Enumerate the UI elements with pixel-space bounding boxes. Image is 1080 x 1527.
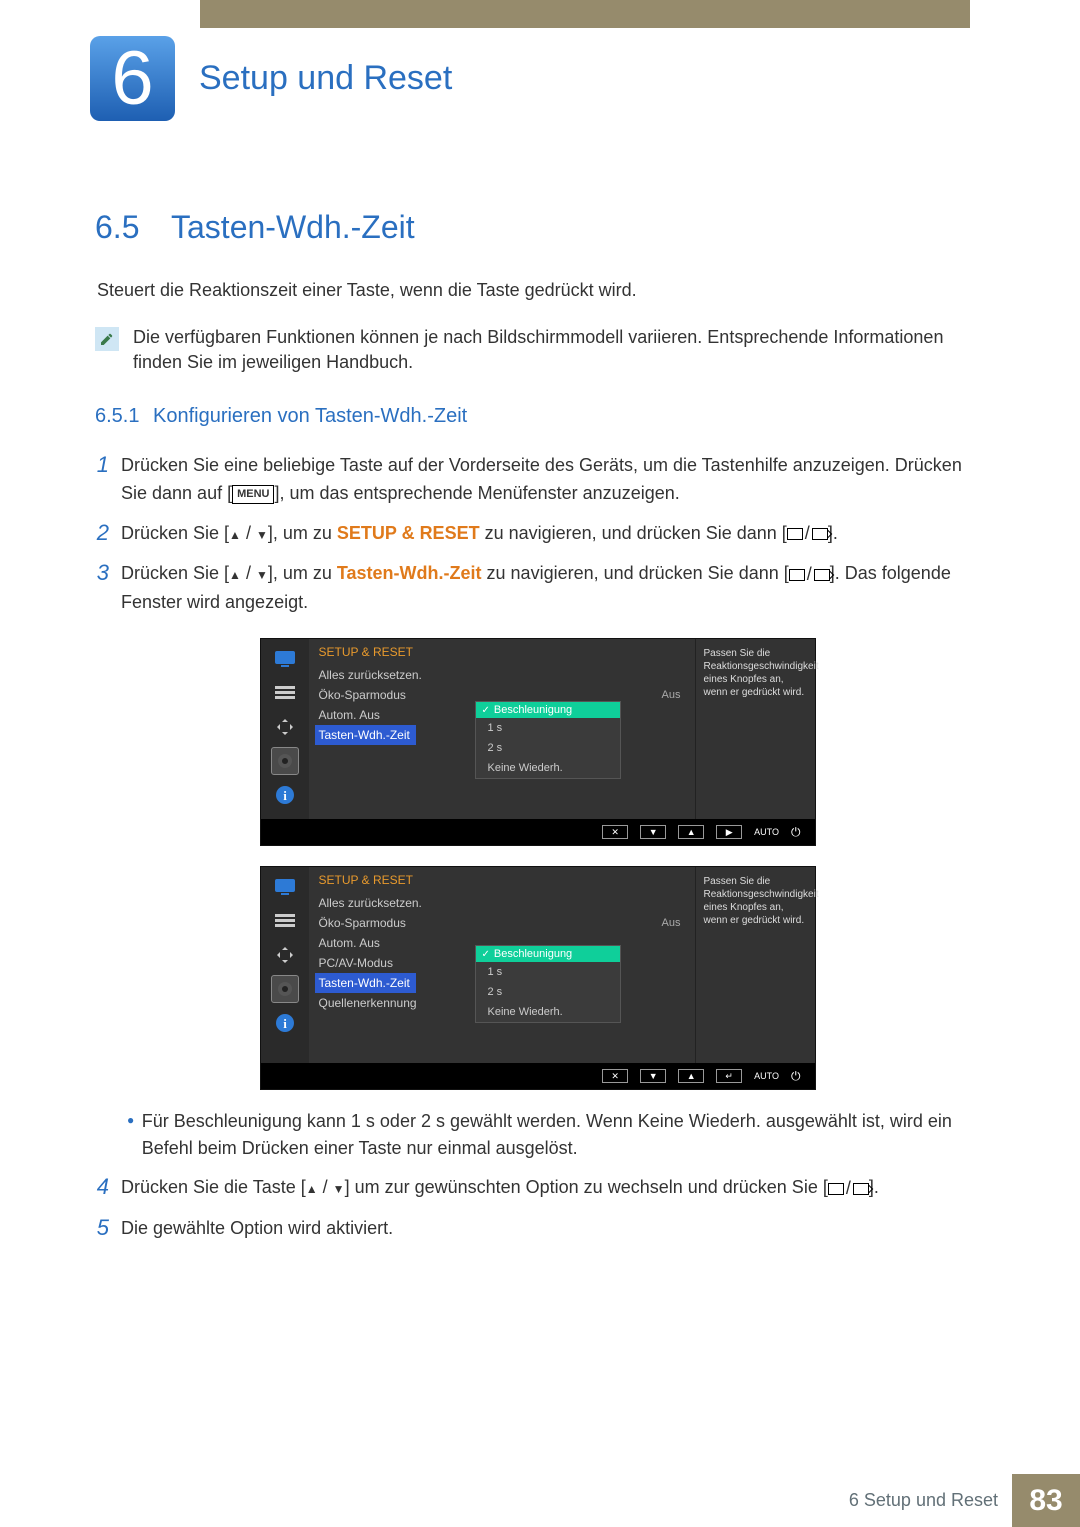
resize-icon [271, 713, 299, 741]
down-icon [256, 523, 268, 543]
step-text: Die gewählte Option wird aktiviert. [121, 1215, 980, 1243]
footer-chapter-label: 6 Setup und Reset [849, 1474, 1012, 1527]
subsection-heading: 6.5.1 Konfigurieren von Tasten-Wdh.-Zeit [95, 405, 980, 428]
info-icon: i [271, 781, 299, 809]
osd-sub-item: 1 s [476, 718, 620, 738]
section-intro: Steuert die Reaktionszeit einer Taste, w… [97, 280, 980, 301]
enter-icon: / [787, 520, 828, 548]
close-icon: ✕ [602, 1069, 628, 1083]
gear-icon [271, 975, 299, 1003]
osd-item: Alles zurücksetzen. [319, 665, 695, 685]
osd-help-text: Passen Sie die Reaktionsgeschwindigkeit … [695, 639, 815, 819]
osd-sub-item: 2 s [476, 738, 620, 758]
auto-label: AUTO [754, 1071, 779, 1081]
auto-label: AUTO [754, 827, 779, 837]
osd-submenu: Beschleunigung 1 s 2 s Keine Wiederh. [475, 701, 621, 779]
step-5: 5 Die gewählte Option wird aktiviert. [95, 1215, 980, 1243]
step-number: 5 [89, 1215, 121, 1243]
power-icon [791, 825, 801, 840]
enter-icon: / [789, 561, 830, 589]
power-icon [791, 1069, 801, 1084]
osd-sidebar: i [261, 639, 309, 819]
chapter-header: 6 Setup und Reset [0, 28, 1080, 121]
step-text: Drücken Sie eine beliebige Taste auf der… [121, 452, 980, 508]
step-1: 1 Drücken Sie eine beliebige Taste auf d… [95, 452, 980, 508]
up-icon [306, 1177, 318, 1197]
osd-sub-selected: Beschleunigung [476, 702, 620, 718]
list-icon [271, 907, 299, 935]
enter-icon: ↵ [716, 1069, 742, 1083]
osd-sub-selected: Beschleunigung [476, 946, 620, 962]
section-heading: 6.5 Tasten-Wdh.-Zeit [95, 209, 980, 246]
chapter-title: Setup und Reset [199, 59, 452, 98]
down-icon [256, 563, 268, 583]
osd-item: Alles zurücksetzen. [319, 893, 695, 913]
osd-sub-item: 1 s [476, 962, 620, 982]
osd-item: Öko-SparmodusAus [319, 913, 695, 933]
osd-help-text: Passen Sie die Reaktionsgeschwindigkeit … [695, 867, 815, 1063]
list-icon [271, 679, 299, 707]
osd-menu-1: i SETUP & RESET Alles zurücksetzen. Öko-… [260, 638, 816, 846]
osd-sub-item: Keine Wiederh. [476, 758, 620, 778]
up-icon: ▲ [678, 825, 704, 839]
osd-header: SETUP & RESET [319, 873, 695, 887]
subsection-title: Konfigurieren von Tasten-Wdh.-Zeit [153, 405, 467, 428]
chapter-number-box: 6 [90, 36, 175, 121]
step-text: Drücken Sie [ / ], um zu SETUP & RESET z… [121, 520, 980, 548]
enter-icon: / [828, 1175, 869, 1203]
osd-button-bar: ✕ ▼ ▲ ▶ AUTO [261, 819, 815, 845]
osd-sub-item: Keine Wiederh. [476, 1002, 620, 1022]
up-icon: ▲ [678, 1069, 704, 1083]
monitor-icon [271, 645, 299, 673]
osd-figures: i SETUP & RESET Alles zurücksetzen. Öko-… [95, 638, 980, 1090]
step-text: Drücken Sie die Taste [ / ] um zur gewün… [121, 1174, 980, 1202]
close-icon: ✕ [602, 825, 628, 839]
page-footer: 6 Setup und Reset 83 [0, 1474, 1080, 1527]
step-4: 4 Drücken Sie die Taste [ / ] um zur gew… [95, 1174, 980, 1202]
osd-item-selected: Tasten-Wdh.-Zeit [315, 725, 416, 745]
note-text: Die verfügbaren Funktionen können je nac… [133, 325, 980, 375]
up-icon [229, 563, 241, 583]
osd-sub-item: 2 s [476, 982, 620, 1002]
osd-button-bar: ✕ ▼ ▲ ↵ AUTO [261, 1063, 815, 1089]
step-text: Drücken Sie [ / ], um zu Tasten-Wdh.-Zei… [121, 560, 980, 616]
osd-menu-2: i SETUP & RESET Alles zurücksetzen. Öko-… [260, 866, 816, 1090]
osd-submenu: Beschleunigung 1 s 2 s Keine Wiederh. [475, 945, 621, 1023]
subsection-number: 6.5.1 [95, 405, 153, 428]
up-icon [229, 523, 241, 543]
osd-item-selected: Tasten-Wdh.-Zeit [315, 973, 416, 993]
step-number: 1 [89, 452, 121, 508]
step-number: 3 [89, 560, 121, 616]
down-icon [333, 1177, 345, 1197]
down-icon: ▼ [640, 1069, 666, 1083]
sub-bullet: ● Für Beschleunigung kann 1 s oder 2 s g… [127, 1108, 980, 1162]
menu-button-label: MENU [232, 485, 274, 504]
right-icon: ▶ [716, 825, 742, 839]
gear-icon [271, 747, 299, 775]
osd-header: SETUP & RESET [319, 645, 695, 659]
svg-text:i: i [283, 1016, 287, 1031]
page-number: 83 [1012, 1474, 1080, 1527]
info-icon: i [271, 1009, 299, 1037]
step-number: 4 [89, 1174, 121, 1202]
info-note: Die verfügbaren Funktionen können je nac… [95, 325, 980, 375]
step-3: 3 Drücken Sie [ / ], um zu Tasten-Wdh.-Z… [95, 560, 980, 616]
monitor-icon [271, 873, 299, 901]
osd-sidebar: i [261, 867, 309, 1063]
step-2: 2 Drücken Sie [ / ], um zu SETUP & RESET… [95, 520, 980, 548]
down-icon: ▼ [640, 825, 666, 839]
step-number: 2 [89, 520, 121, 548]
section-number: 6.5 [95, 209, 171, 246]
resize-icon [271, 941, 299, 969]
section-title: Tasten-Wdh.-Zeit [171, 209, 415, 246]
svg-text:i: i [283, 788, 287, 803]
pencil-icon [95, 327, 119, 351]
top-stripe [0, 0, 1080, 28]
